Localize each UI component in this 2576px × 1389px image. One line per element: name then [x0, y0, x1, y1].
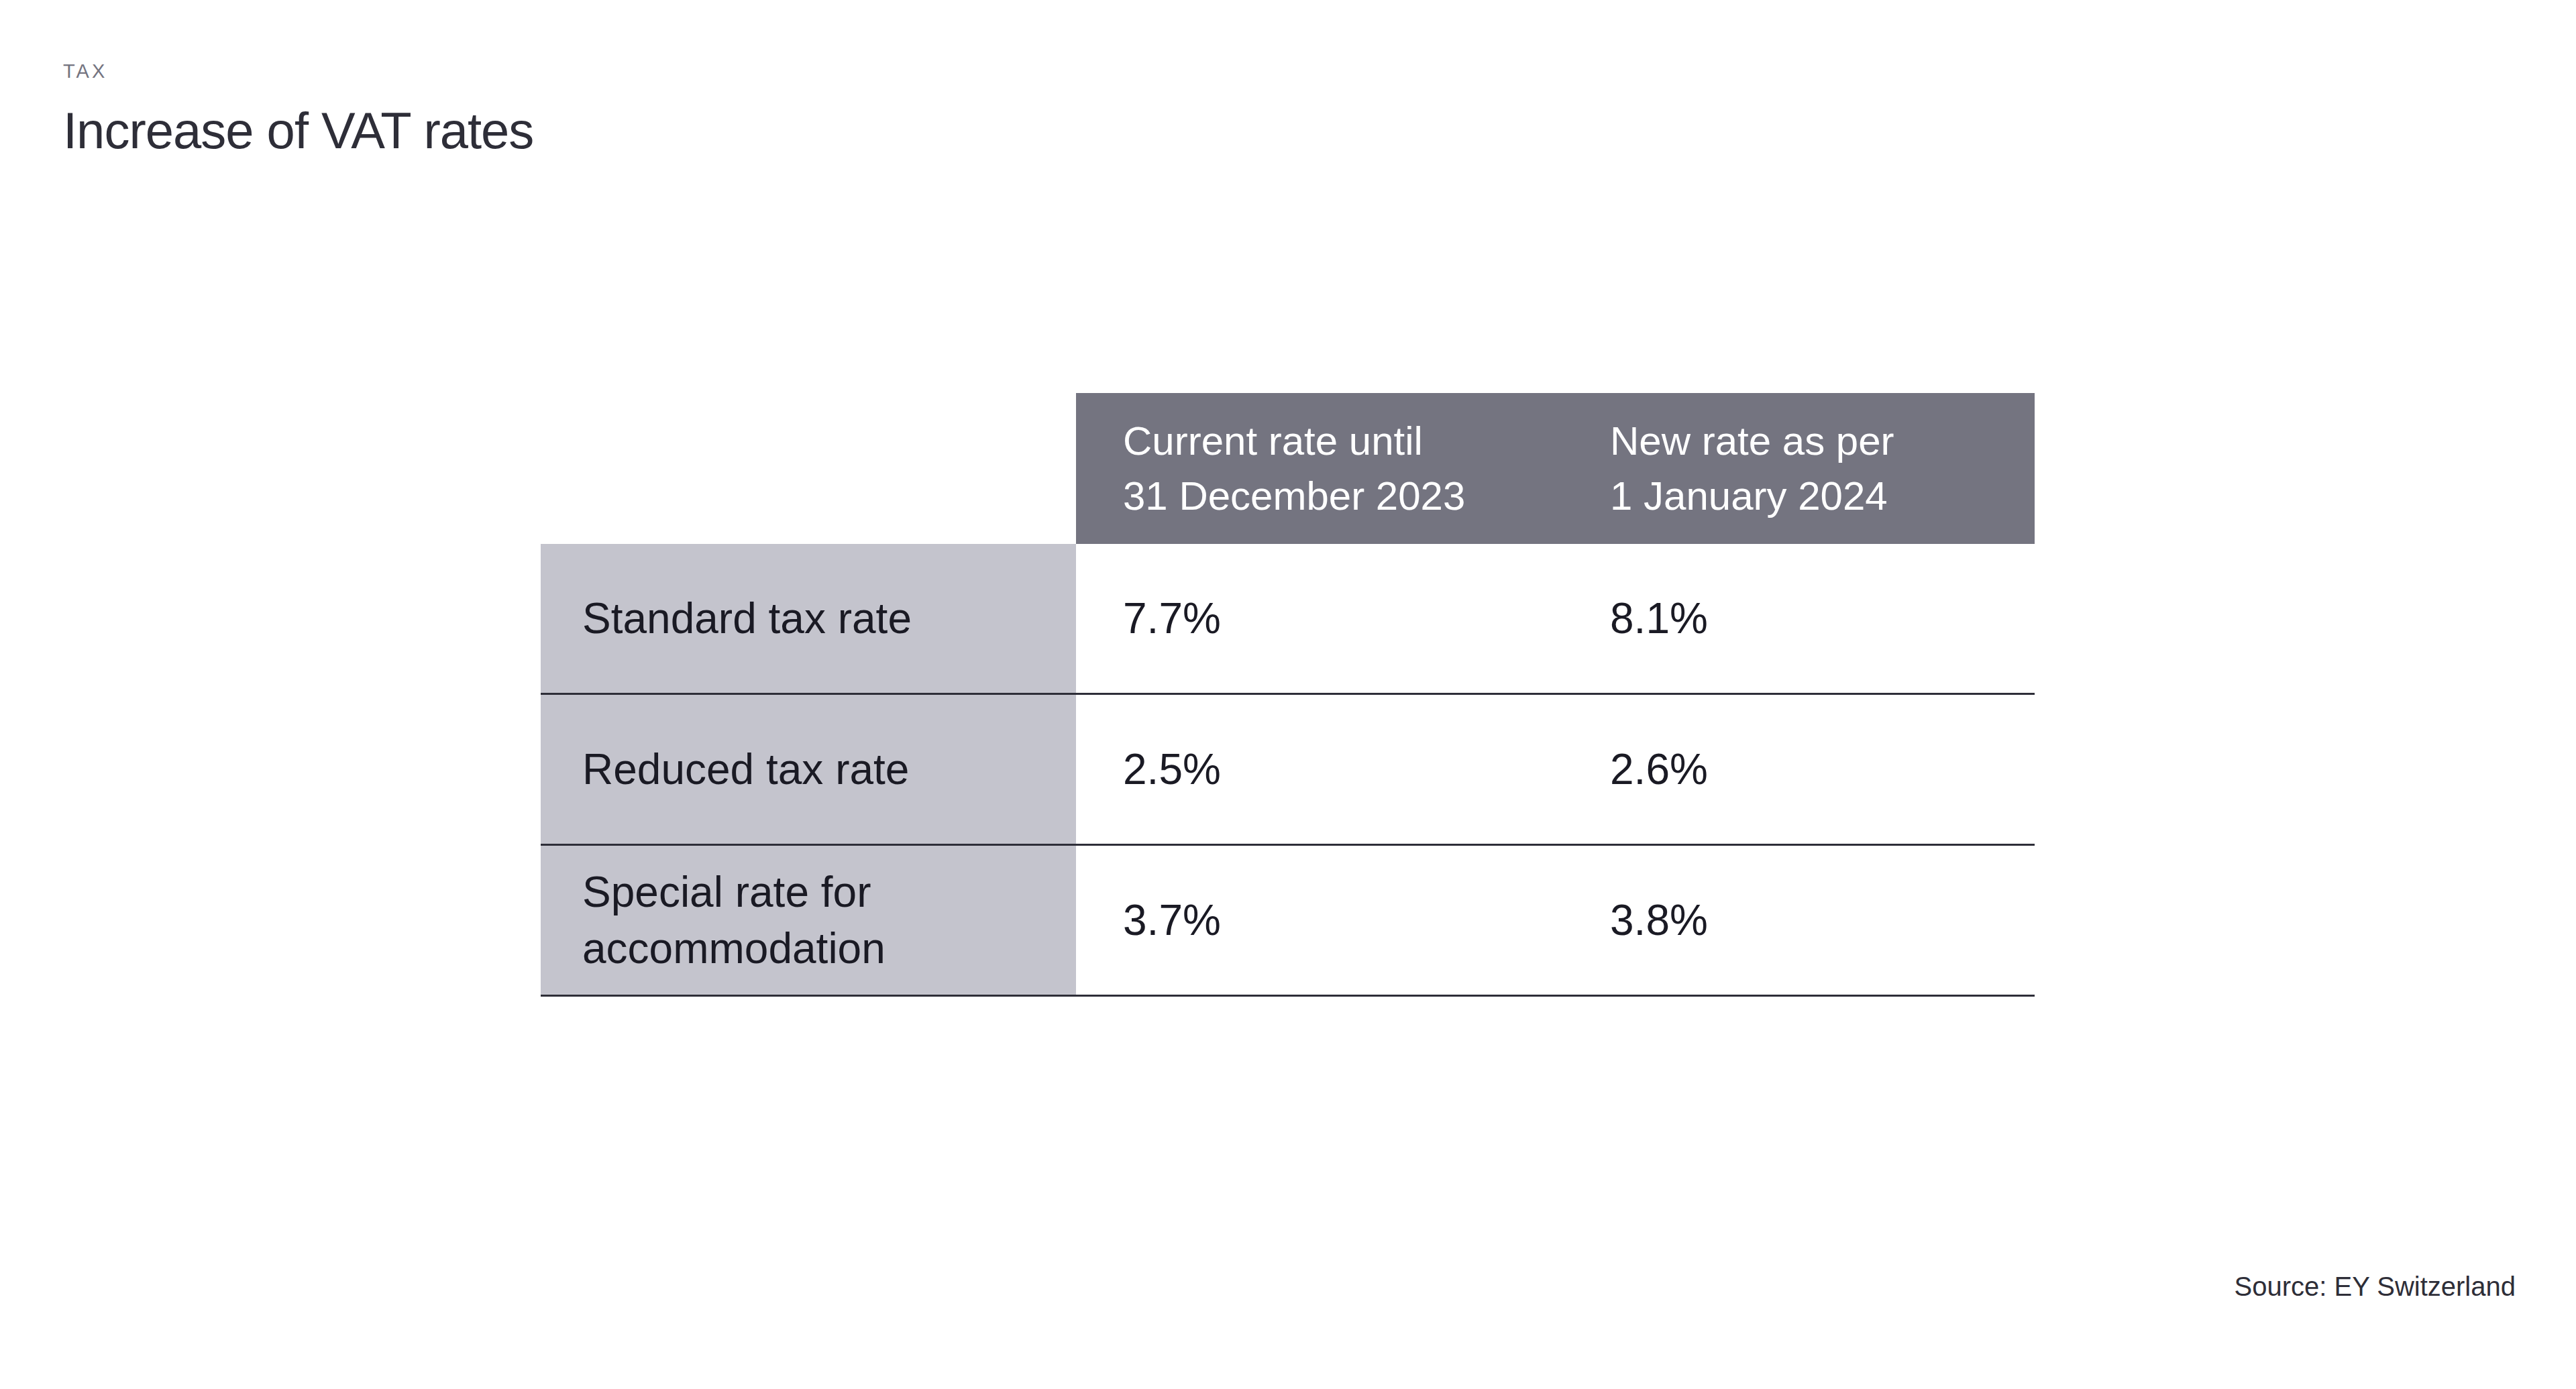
table-row-standard-rate: Standard tax rate 7.7% 8.1% [541, 544, 2035, 695]
value-reduced-new: 2.6% [1563, 695, 2035, 844]
row-label-reduced: Reduced tax rate [541, 695, 1076, 844]
source-attribution: Source: EY Switzerland [2235, 1272, 2516, 1302]
table-row-special-rate: Special rate for accommodation 3.7% 3.8% [541, 846, 2035, 997]
row-label-standard: Standard tax rate [541, 544, 1076, 693]
header-spacer-cell [541, 393, 1076, 544]
value-special-current: 3.7% [1076, 846, 1563, 995]
header-current-line2: 31 December 2023 [1123, 469, 1543, 524]
header-cell-new-rate: New rate as per 1 January 2024 [1563, 393, 2035, 544]
value-standard-new: 8.1% [1563, 544, 2035, 693]
row-label-special: Special rate for accommodation [541, 846, 1076, 995]
table-row-reduced-rate: Reduced tax rate 2.5% 2.6% [541, 695, 2035, 846]
header-cell-current-rate: Current rate until 31 December 2023 [1076, 393, 1563, 544]
table-header-row: Current rate until 31 December 2023 New … [541, 393, 2035, 544]
page-title: Increase of VAT rates [63, 101, 533, 160]
header-new-line1: New rate as per [1610, 414, 2015, 469]
value-special-new: 3.8% [1563, 846, 2035, 995]
header-new-line2: 1 January 2024 [1610, 469, 2015, 524]
header-current-line1: Current rate until [1123, 414, 1543, 469]
vat-rates-table: Current rate until 31 December 2023 New … [541, 393, 2035, 997]
value-standard-current: 7.7% [1076, 544, 1563, 693]
title-block: TAX Increase of VAT rates [63, 60, 533, 160]
value-reduced-current: 2.5% [1076, 695, 1563, 844]
section-eyebrow: TAX [63, 60, 533, 82]
